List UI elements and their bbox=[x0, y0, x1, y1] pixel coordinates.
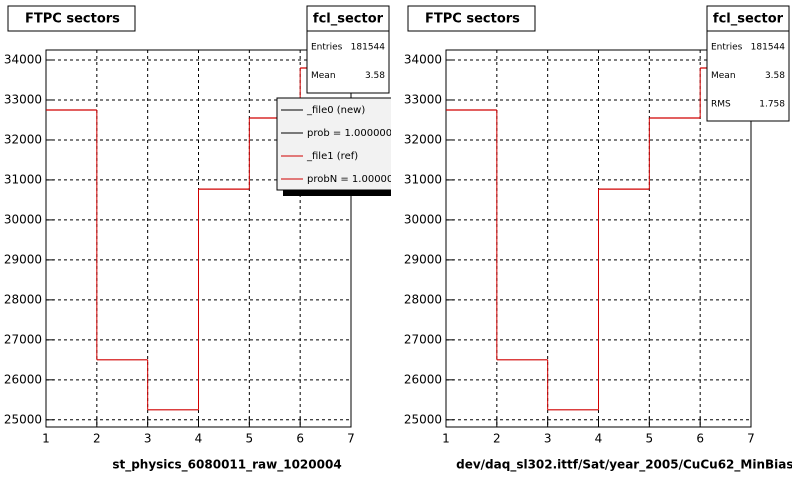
x-tick-label: 3 bbox=[544, 432, 552, 446]
y-tick-label: 31000 bbox=[404, 172, 442, 186]
y-tick-label: 29000 bbox=[4, 252, 42, 266]
x-tick-label: 4 bbox=[195, 432, 203, 446]
stats-label: RMS bbox=[711, 100, 731, 110]
x-axis-label: st_physics_6080011_raw_1020004 bbox=[112, 458, 341, 473]
y-tick-label: 26000 bbox=[4, 372, 42, 386]
y-tick-label: 28000 bbox=[404, 292, 442, 306]
y-tick-label: 25000 bbox=[4, 412, 42, 426]
stats-label: Entries bbox=[311, 43, 343, 53]
y-tick-label: 28000 bbox=[4, 292, 42, 306]
y-tick-label: 26000 bbox=[404, 372, 442, 386]
stats-box bbox=[306, 5, 390, 94]
legend bbox=[276, 97, 391, 191]
x-axis-label: dev/daq_sl302.ittf/Sat/year_2005/CuCu62_… bbox=[456, 458, 798, 473]
y-tick-label: 32000 bbox=[404, 132, 442, 146]
stats-value: 181544 bbox=[351, 43, 386, 53]
x-tick-label: 4 bbox=[595, 432, 603, 446]
legend-label: prob = 1.000000 bbox=[307, 128, 392, 139]
stats-title: fcl_sector bbox=[313, 12, 384, 27]
stats-box bbox=[706, 5, 790, 122]
chart-title: FTPC sectors bbox=[425, 12, 520, 27]
x-tick-label: 5 bbox=[646, 432, 654, 446]
y-tick-label: 34000 bbox=[4, 52, 42, 66]
y-tick-label: 30000 bbox=[404, 212, 442, 226]
y-tick-label: 33000 bbox=[4, 92, 42, 106]
y-tick-label: 30000 bbox=[4, 212, 42, 226]
y-tick-label: 29000 bbox=[404, 252, 442, 266]
panel: 25000 26000 27000 28000 29000 30000 31000 32000… bbox=[404, 5, 798, 473]
x-tick-label: 1 bbox=[442, 432, 450, 446]
x-tick-label: 2 bbox=[93, 432, 101, 446]
y-tick-label: 32000 bbox=[4, 132, 42, 146]
legend-label: _file1 (ref) bbox=[306, 151, 358, 162]
stats-label: Mean bbox=[711, 71, 736, 81]
title-box bbox=[407, 5, 536, 32]
x-tick-label: 6 bbox=[296, 432, 304, 446]
y-tick-label: 33000 bbox=[404, 92, 442, 106]
x-tick-label: 7 bbox=[347, 432, 355, 446]
stats-title: fcl_sector bbox=[713, 12, 784, 27]
y-tick-label: 25000 bbox=[404, 412, 442, 426]
stats-label: Mean bbox=[311, 71, 336, 81]
stats-label: Entries bbox=[711, 43, 743, 53]
panel: 25000 26000 27000 28000 29000 30000 31000 32000… bbox=[4, 5, 400, 473]
stats-value: 1.758 bbox=[759, 100, 785, 110]
legend-label: _file0 (new) bbox=[306, 105, 365, 116]
stats-value: 3.58 bbox=[365, 71, 385, 81]
legend-label: probN = 1.000000 bbox=[307, 174, 400, 185]
title-box bbox=[7, 5, 136, 32]
y-tick-label: 34000 bbox=[404, 52, 442, 66]
x-tick-label: 2 bbox=[493, 432, 501, 446]
y-tick-label: 27000 bbox=[4, 332, 42, 346]
stats-value: 3.58 bbox=[765, 71, 785, 81]
x-tick-label: 6 bbox=[696, 432, 704, 446]
x-tick-label: 1 bbox=[42, 432, 50, 446]
stats-value: 181544 bbox=[751, 43, 786, 53]
y-tick-label: 31000 bbox=[4, 172, 42, 186]
chart-title: FTPC sectors bbox=[25, 12, 120, 27]
x-tick-label: 3 bbox=[144, 432, 152, 446]
x-tick-label: 7 bbox=[747, 432, 755, 446]
x-tick-label: 5 bbox=[246, 432, 254, 446]
y-tick-label: 27000 bbox=[404, 332, 442, 346]
